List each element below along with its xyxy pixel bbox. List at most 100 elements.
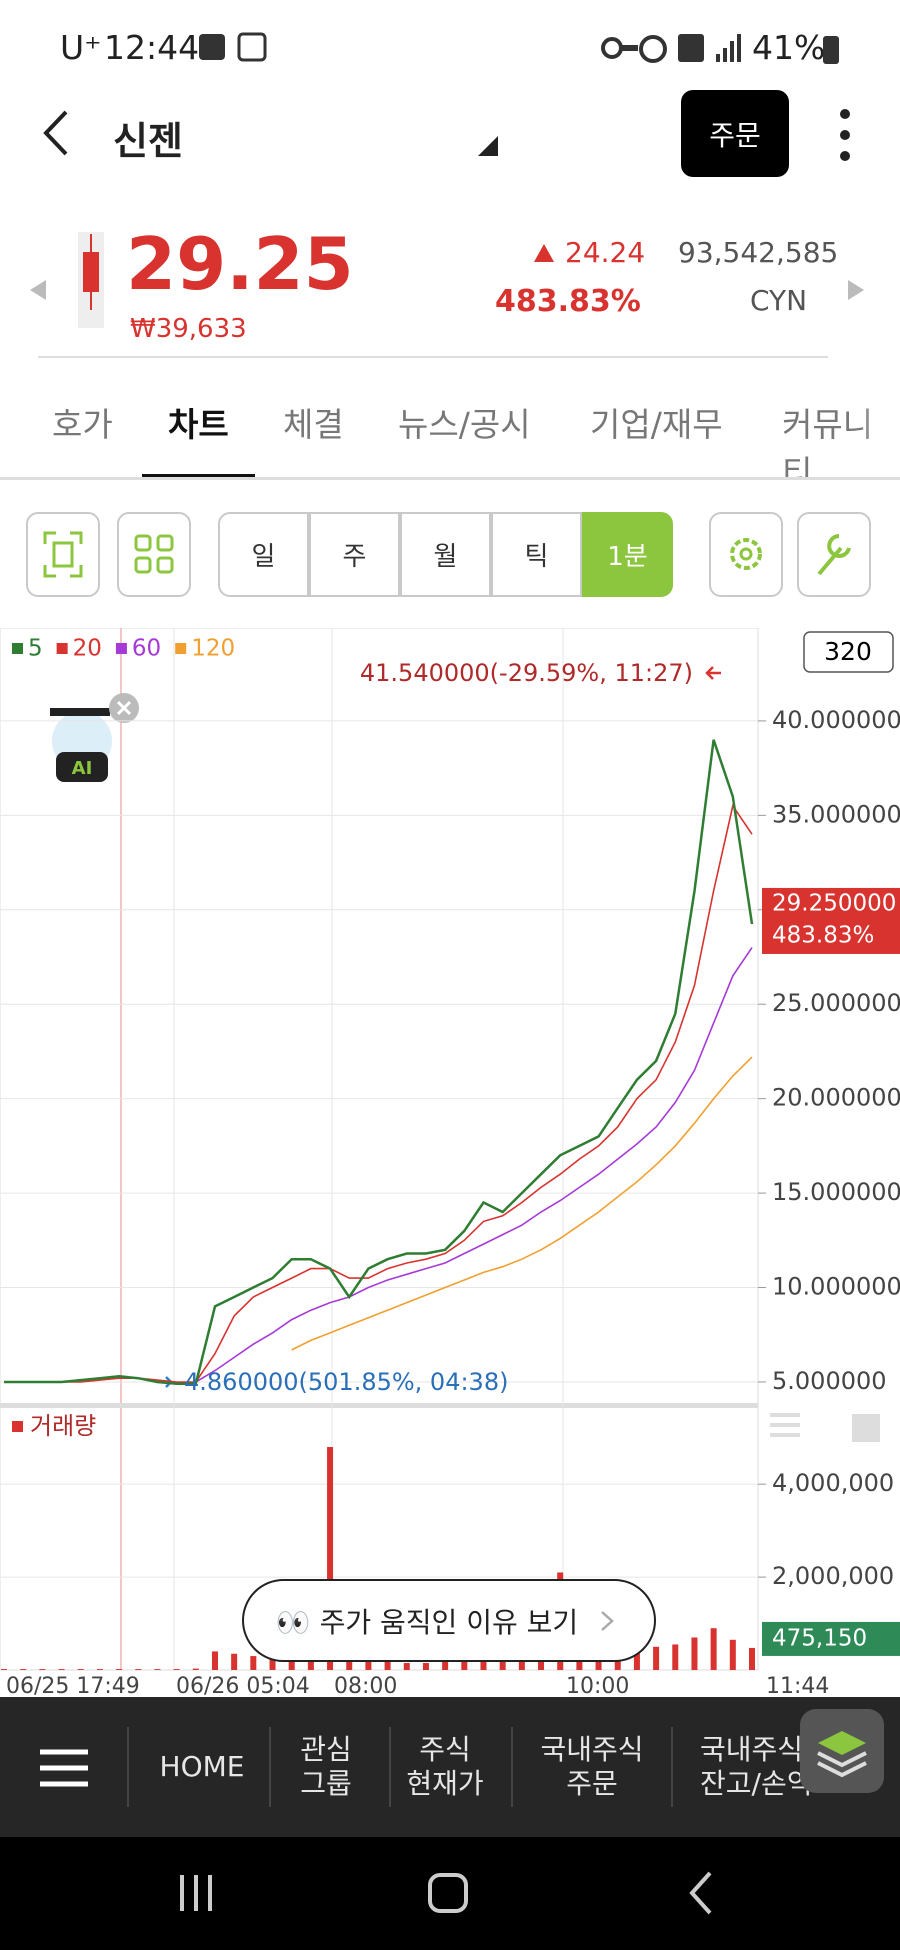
tab[interactable]: 커뮤니티 <box>782 405 874 480</box>
series-line <box>291 1056 753 1351</box>
order-button[interactable]: 주문 <box>681 90 789 177</box>
volume-bar <box>39 1669 46 1670</box>
price-change: 24.24 <box>565 236 646 269</box>
change-rate: 483.83% <box>495 284 641 319</box>
nav-item[interactable]: HOME <box>128 1697 276 1837</box>
panel-close[interactable] <box>852 1414 880 1442</box>
count-box[interactable] <box>803 631 894 673</box>
volume-bar <box>480 1656 487 1670</box>
krw-price: ₩39,633 <box>130 314 247 344</box>
legend-label: 60 <box>132 636 161 662</box>
change-tag-label: 483.83% <box>772 922 874 948</box>
y-tick-label: 40.000000 <box>772 706 900 734</box>
tab[interactable]: 호가 <box>52 405 113 444</box>
y-tick-label: 20.000000 <box>772 1084 900 1112</box>
y-tick-label: 35.000000 <box>772 800 900 828</box>
clock: 12:44 <box>104 28 200 67</box>
legend-swatch <box>115 643 127 654</box>
legend-label: 5 <box>28 636 43 662</box>
layout-button[interactable] <box>117 512 191 597</box>
nav-item[interactable]: 관심 그룹 <box>276 1697 376 1837</box>
volume-bar <box>269 1658 276 1670</box>
legend-swatch <box>56 643 68 654</box>
nav-label: 국내주식 <box>700 1733 804 1766</box>
low-annotation: 4.860000(501.85%, 04:38) <box>184 1368 508 1396</box>
nav-item[interactable]: 주식 현재가 <box>390 1697 500 1837</box>
volume-bar <box>211 1651 218 1670</box>
volume-bar <box>499 1658 506 1670</box>
tab[interactable]: 뉴스/공시 <box>398 405 531 444</box>
volume-bar <box>672 1644 679 1670</box>
volume-bar <box>749 1647 755 1670</box>
volume-bar <box>58 1669 65 1670</box>
tab[interactable]: 기업/재무 <box>590 405 723 444</box>
stock-name[interactable]: 신젠 <box>113 119 183 163</box>
layout-icon <box>134 534 174 574</box>
volume-tag-label: 475,150 <box>772 1625 867 1651</box>
y-tick-label: 4,000,000 <box>772 1469 894 1497</box>
period-button[interactable]: 틱 <box>491 512 582 597</box>
y-tick-label: 5.000000 <box>772 1367 887 1395</box>
y-tick-label: 25.000000 <box>772 989 900 1017</box>
volume-tag <box>762 1621 900 1656</box>
bottom-nav <box>0 1697 900 1837</box>
volume-bar <box>384 1660 391 1670</box>
tab[interactable]: 체결 <box>283 405 344 444</box>
volume-bar <box>288 1656 295 1670</box>
settings-button[interactable] <box>709 512 783 597</box>
volume-bar <box>403 1663 410 1670</box>
volume-bar <box>173 1669 180 1670</box>
fullscreen-button[interactable] <box>26 512 100 597</box>
volume-bar <box>135 1669 142 1670</box>
volume-bar <box>518 1658 525 1670</box>
nav-item[interactable]: 국내주식 주문 <box>522 1697 662 1837</box>
nav-label: 관심 <box>300 1733 352 1766</box>
tools-button[interactable] <box>797 512 871 597</box>
quote-decor <box>30 232 864 328</box>
volume-bar <box>461 1658 468 1670</box>
x-tick-label: 11:44 <box>766 1674 829 1697</box>
menu-button[interactable] <box>38 1748 90 1788</box>
count-box-label: 320 <box>824 637 872 666</box>
more-menu[interactable] <box>832 108 858 162</box>
battery-level: 41% <box>752 28 826 67</box>
period-button[interactable]: 주 <box>309 512 400 597</box>
volume-bar <box>307 1658 314 1670</box>
period-button[interactable]: 1분 <box>582 512 673 597</box>
nav-label: HOME <box>159 1750 245 1783</box>
fullscreen-icon <box>43 531 83 578</box>
up-triangle <box>534 244 554 262</box>
volume-bar <box>653 1646 660 1670</box>
back-button[interactable] <box>36 108 76 158</box>
series-line <box>4 739 754 1386</box>
volume-bar <box>154 1669 161 1670</box>
recents-button[interactable] <box>180 1875 212 1911</box>
tab[interactable]: 차트 <box>168 405 229 444</box>
legend-swatch <box>175 643 187 654</box>
current-price: 29.25 <box>126 222 354 306</box>
panel-separator <box>0 1403 758 1408</box>
chart: 320 AI 5.000000 10.000000 15.000000 20.0000… <box>0 628 900 1697</box>
y-tick-label: 15.000000 <box>772 1178 900 1206</box>
period-button[interactable]: 일 <box>218 512 309 597</box>
volume-bar <box>442 1660 449 1670</box>
y-tick-label: 2,000,000 <box>772 1562 894 1590</box>
back-system-button[interactable] <box>689 1871 712 1915</box>
x-tick-label: 06/25 17:49 <box>6 1674 140 1697</box>
volume-bar <box>192 1668 199 1670</box>
price-tag <box>762 887 900 954</box>
system-nav <box>0 1837 900 1950</box>
panel-menu[interactable] <box>770 1413 800 1437</box>
dropdown-indicator[interactable] <box>476 134 500 158</box>
ai-badge: AI <box>72 758 93 779</box>
wrench-icon <box>817 534 851 576</box>
nav-item[interactable]: 국내주식 잔고/손익 <box>700 1697 900 1837</box>
home-button[interactable] <box>428 1873 468 1913</box>
volume-bar <box>422 1663 429 1670</box>
reason-button[interactable]: 👀 주가 움직인 이유 보기 <box>242 1579 656 1662</box>
y-tick-label: 10.000000 <box>772 1273 900 1301</box>
volume-bar <box>250 1656 257 1670</box>
nav-label: 잔고/손익 <box>700 1767 813 1800</box>
series-line <box>195 947 753 1383</box>
period-button[interactable]: 월 <box>400 512 491 597</box>
